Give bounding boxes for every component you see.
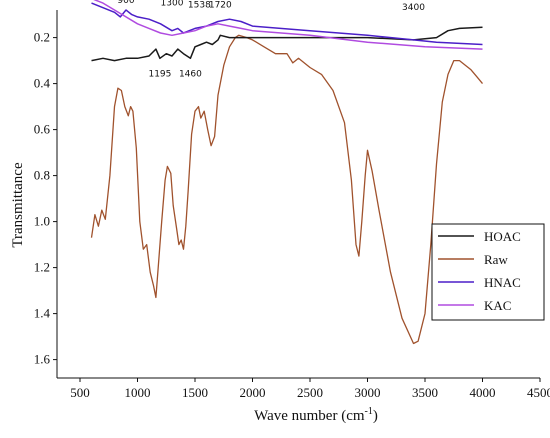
- y-tick-label: 0.4: [34, 76, 51, 91]
- x-axis-title-main: Wave number (cm: [254, 408, 365, 424]
- legend-box: [431, 223, 545, 321]
- legend-label-raw: Raw: [484, 252, 508, 267]
- x-tick-label: 500: [70, 385, 90, 400]
- x-tick-label: 3000: [355, 385, 381, 400]
- x-tick-label: 2500: [297, 385, 323, 400]
- peak-annotation: 900: [117, 0, 134, 6]
- y-tick-label: 0.8: [34, 168, 50, 183]
- peak-annotation: 1720: [209, 1, 232, 11]
- series-group: [90, 0, 484, 345]
- peak-annotation: 1300: [161, 0, 184, 8]
- series-line-kac: [93, 0, 483, 50]
- y-tick-label: 1.2: [34, 260, 50, 275]
- y-tick-label: 1.4: [34, 306, 51, 321]
- legend: HOAC Raw HNAC KAC: [431, 223, 545, 321]
- peak-annotation: 3400: [402, 3, 425, 13]
- legend-label-hoac: HOAC: [484, 229, 521, 244]
- y-tick-label: 0.2: [34, 30, 50, 45]
- legend-label-kac: KAC: [484, 298, 511, 313]
- x-axis-title-end: ): [373, 408, 378, 424]
- x-tick-label: 2000: [240, 385, 266, 400]
- y-tick-label: 1.6: [34, 352, 51, 367]
- peak-annotation: 1538: [188, 1, 211, 11]
- peak-annotation: 1195: [148, 70, 171, 80]
- x-tick-label: 1500: [182, 385, 208, 400]
- series-line-raw: [90, 34, 484, 345]
- series-line-hoac: [91, 26, 483, 62]
- peak-annotation: 1460: [179, 70, 202, 80]
- y-axis-title: Transmittance: [10, 162, 26, 248]
- y-tick-label: 1.0: [34, 214, 50, 229]
- x-axis-title: Wave number (cm-1): [254, 406, 378, 424]
- axes: 500 1000 1500 2000 2500 3000 3500 4000 4500 0.2 0.…: [34, 10, 550, 400]
- legend-label-hnac: HNAC: [484, 275, 521, 290]
- x-axis-title-superscript: -1: [365, 406, 373, 417]
- x-tick-label: 3500: [412, 385, 438, 400]
- x-tick-label: 4500: [527, 385, 550, 400]
- x-tick-label: 4000: [470, 385, 496, 400]
- x-tick-label: 1000: [125, 385, 151, 400]
- y-tick-label: 0.6: [34, 122, 51, 137]
